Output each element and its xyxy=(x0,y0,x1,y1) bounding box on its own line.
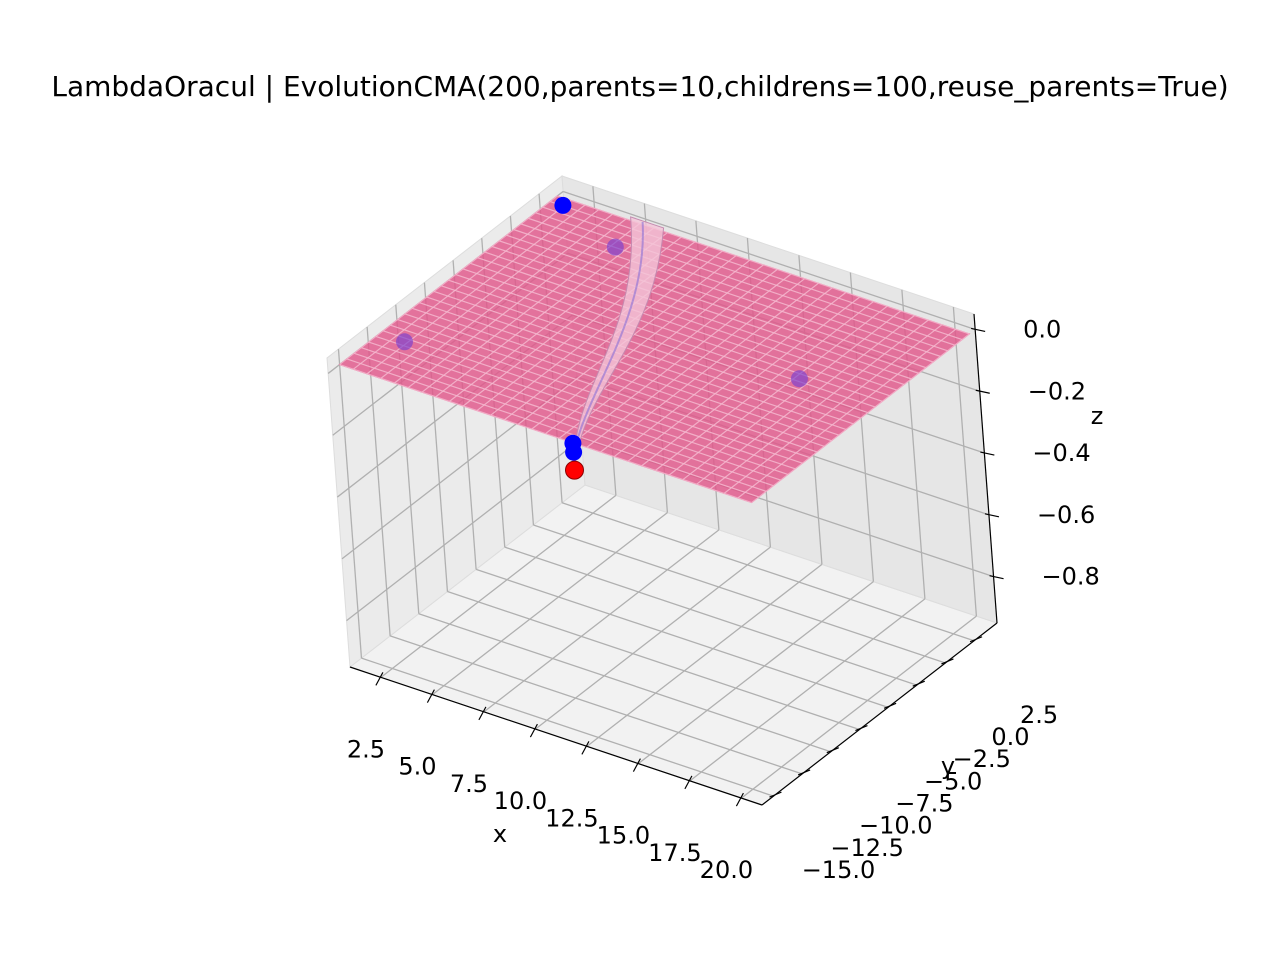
surface-mesh-line xyxy=(557,195,970,335)
population-point xyxy=(565,443,583,461)
grid-line-y xyxy=(418,613,831,753)
x-tick-label: 15.0 xyxy=(597,822,650,850)
x-tick-label: 20.0 xyxy=(700,856,753,884)
z-tick-label: −0.4 xyxy=(1032,439,1090,467)
grid-line-x xyxy=(689,598,926,782)
y-axis-line xyxy=(761,622,998,806)
z-tick-label: −0.6 xyxy=(1037,501,1095,529)
surface-mesh-line xyxy=(751,333,970,504)
best-point xyxy=(565,460,584,480)
x-tick-label: 12.5 xyxy=(545,804,598,832)
y-tick-label: −12.5 xyxy=(830,834,904,862)
y-tick xyxy=(769,791,782,798)
grid-line-x xyxy=(952,307,978,617)
grid-line-z xyxy=(346,438,582,622)
surface-mesh-line xyxy=(737,328,957,499)
grid-line-x xyxy=(535,546,771,730)
surface-mesh-line xyxy=(723,324,943,494)
y-tick xyxy=(941,658,954,665)
y-tick xyxy=(969,636,983,643)
grid-line-x xyxy=(380,494,617,678)
x-tick xyxy=(684,775,693,790)
surface-mesh-line xyxy=(542,206,956,346)
z-tick xyxy=(971,327,986,333)
x-tick xyxy=(426,689,435,703)
grid-line-y xyxy=(533,524,946,664)
x-tick xyxy=(529,723,538,738)
population-point xyxy=(606,238,624,256)
surface-mesh-line xyxy=(520,223,934,363)
y-tick-label: −2.5 xyxy=(953,745,1011,773)
surface-mesh-line xyxy=(710,319,929,490)
y-axis-label: y xyxy=(941,752,955,780)
z-tick xyxy=(980,451,995,456)
grid-line-y xyxy=(337,349,363,659)
x-tick-label: 2.5 xyxy=(347,735,385,763)
x-tick xyxy=(581,741,590,755)
z-tick-label: −0.2 xyxy=(1028,377,1086,405)
y-tick-label: −15.0 xyxy=(802,856,876,884)
z-tick xyxy=(975,389,990,394)
y-tick xyxy=(883,702,897,709)
surface-mesh-line xyxy=(528,217,941,357)
population-point xyxy=(396,333,413,351)
surface-mesh-line xyxy=(696,315,915,485)
z-axis-label: z xyxy=(1091,402,1104,430)
grid-line-y xyxy=(561,502,975,642)
grid-line-y xyxy=(475,568,889,708)
x-tick-label: 10.0 xyxy=(494,787,547,815)
y-tick-label: −10.0 xyxy=(859,812,933,840)
x-tick xyxy=(632,758,641,772)
y-tick xyxy=(826,747,840,754)
y-tick xyxy=(912,680,925,687)
z-tick-label: 0.0 xyxy=(1023,315,1061,343)
population-point xyxy=(554,196,572,214)
y-tick xyxy=(855,724,868,732)
x-tick xyxy=(375,672,384,686)
z-axis-line xyxy=(973,313,998,624)
chart-title: LambdaOracul | EvolutionCMA(200,parents=… xyxy=(51,70,1229,103)
grid-line-y xyxy=(361,657,774,797)
surface-mesh-line xyxy=(535,212,948,352)
grid-line-y xyxy=(504,546,917,686)
grid-line-x xyxy=(741,615,977,799)
z-tick xyxy=(989,575,1004,580)
x-axis-line xyxy=(349,666,763,806)
grid-line-x xyxy=(586,563,823,747)
y-tick-label: 2.5 xyxy=(1020,701,1058,729)
y-tick-label: 0.0 xyxy=(991,723,1029,751)
y-tick xyxy=(797,769,811,776)
x-axis-label: x xyxy=(493,820,507,848)
grid-line-y xyxy=(389,635,803,775)
grid-line-y xyxy=(366,326,391,636)
y-tick-label: −7.5 xyxy=(895,790,953,818)
z-tick-label: −0.8 xyxy=(1042,563,1100,591)
x-tick xyxy=(478,706,487,721)
x-tick xyxy=(735,792,744,807)
z-tick xyxy=(984,513,1000,518)
surface-mesh-line xyxy=(549,200,963,341)
grid-line-x xyxy=(483,529,720,713)
grid-line-y xyxy=(447,590,860,731)
population-point xyxy=(790,370,808,388)
grid-line-x xyxy=(638,581,874,765)
grid-line-x xyxy=(432,512,668,696)
grid-line-z xyxy=(562,190,976,331)
x-tick-label: 5.0 xyxy=(398,753,436,781)
x-tick-label: 17.5 xyxy=(648,839,701,867)
y-tick-label: −5.0 xyxy=(924,767,982,795)
x-tick-label: 7.5 xyxy=(450,770,488,798)
